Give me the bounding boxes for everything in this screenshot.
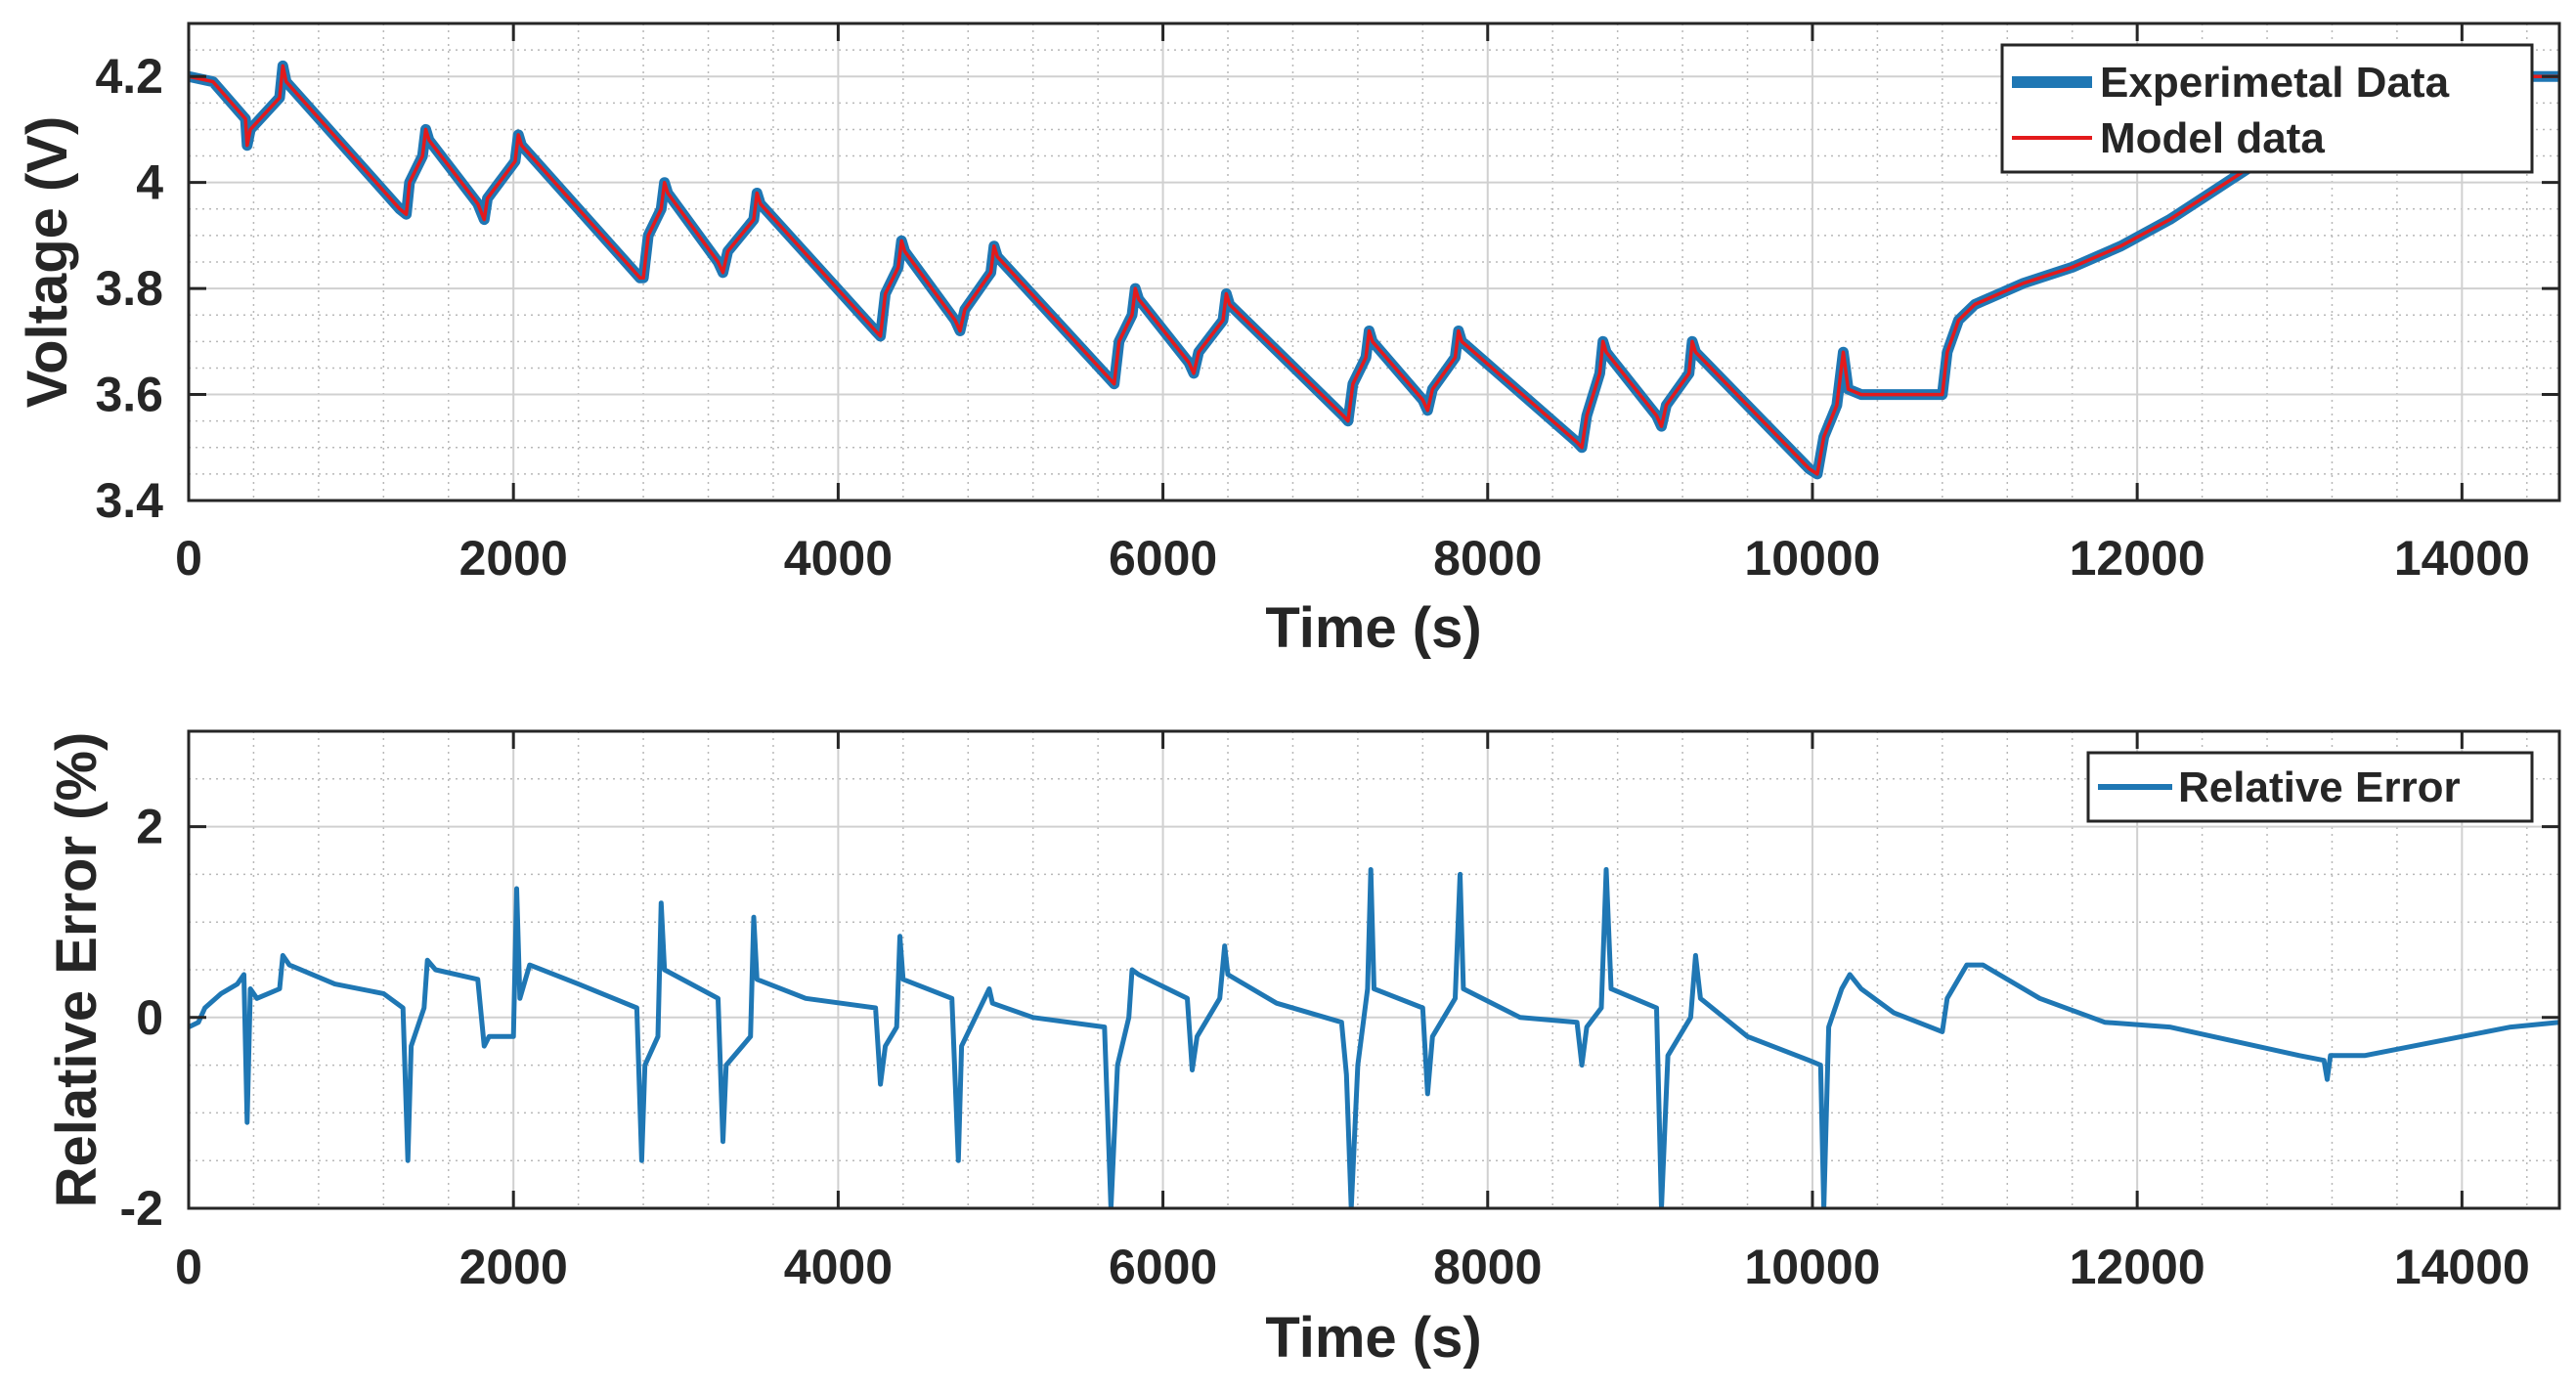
error-y-axis-title: Relative Error (%) xyxy=(45,732,109,1208)
y-tick-label: -2 xyxy=(120,1181,163,1236)
x-tick-label: 14000 xyxy=(2394,1240,2530,1294)
x-tick-label: 4000 xyxy=(784,1240,893,1294)
legend-label-model: Model data xyxy=(2100,114,2325,162)
series-relative-error xyxy=(189,867,2559,1208)
error-y-tick-labels: -2 0 2 xyxy=(120,800,163,1236)
y-tick-label: 4.2 xyxy=(95,49,163,104)
series-model-data xyxy=(189,64,2559,476)
voltage-legend[interactable]: Experimetal Data Model data xyxy=(2000,43,2534,174)
x-tick-label: 10000 xyxy=(1744,1240,1880,1294)
x-tick-label: 8000 xyxy=(1433,531,1542,586)
x-tick-label: 2000 xyxy=(459,1240,568,1294)
x-tick-label: 12000 xyxy=(2070,531,2205,586)
voltage-y-axis-title: Voltage (V) xyxy=(16,116,79,409)
legend-label-experimental: Experimetal Data xyxy=(2100,59,2450,107)
error-axes-box xyxy=(187,729,2561,1210)
voltage-x-axis-title: Time (s) xyxy=(1265,596,1481,660)
x-tick-label: 4000 xyxy=(784,531,893,586)
error-chart: 0 2000 4000 6000 8000 10000 12000 14000 -202 Ti… xyxy=(45,729,2561,1370)
y-tick-label: 3.8 xyxy=(95,261,163,316)
voltage-axes-box xyxy=(187,22,2561,502)
voltage-x-tick-labels: 0 2000 4000 6000 8000 10000 12000 14000 xyxy=(175,531,2530,586)
x-tick-label: 8000 xyxy=(1433,1240,1542,1294)
error-x-tick-labels: 0 2000 4000 6000 8000 10000 12000 14000 xyxy=(175,1240,2530,1294)
legend-label-relative-error: Relative Error xyxy=(2178,763,2461,811)
voltage-tick-marks xyxy=(187,23,2559,502)
x-tick-label: 0 xyxy=(175,531,202,586)
x-tick-label: 10000 xyxy=(1744,531,1880,586)
y-tick-label: 2 xyxy=(136,800,163,854)
y-tick-label: 0 xyxy=(136,990,163,1045)
voltage-series xyxy=(189,60,2559,480)
y-tick-label: 3.4 xyxy=(95,473,163,528)
voltage-y-tick-labels: 3.4 3.6 3.8 4 4.2 xyxy=(95,49,163,528)
error-series xyxy=(189,867,2559,1208)
x-tick-label: 14000 xyxy=(2394,531,2530,586)
voltage-minor-grid xyxy=(189,23,2559,501)
y-tick-label: 3.6 xyxy=(95,368,163,422)
x-tick-label: 0 xyxy=(175,1240,202,1294)
voltage-legend-box xyxy=(2000,43,2534,174)
x-tick-label: 6000 xyxy=(1109,1240,1217,1294)
x-tick-label: 2000 xyxy=(459,531,568,586)
y-tick-label: 4 xyxy=(136,155,163,210)
error-legend[interactable]: Relative Error xyxy=(2086,751,2534,823)
voltage-chart: 0 2000 4000 6000 8000 10000 12000 14000 3.43.63… xyxy=(16,22,2561,660)
error-x-axis-title: Time (s) xyxy=(1265,1306,1481,1370)
x-tick-label: 6000 xyxy=(1109,531,1217,586)
x-tick-label: 12000 xyxy=(2070,1240,2205,1294)
